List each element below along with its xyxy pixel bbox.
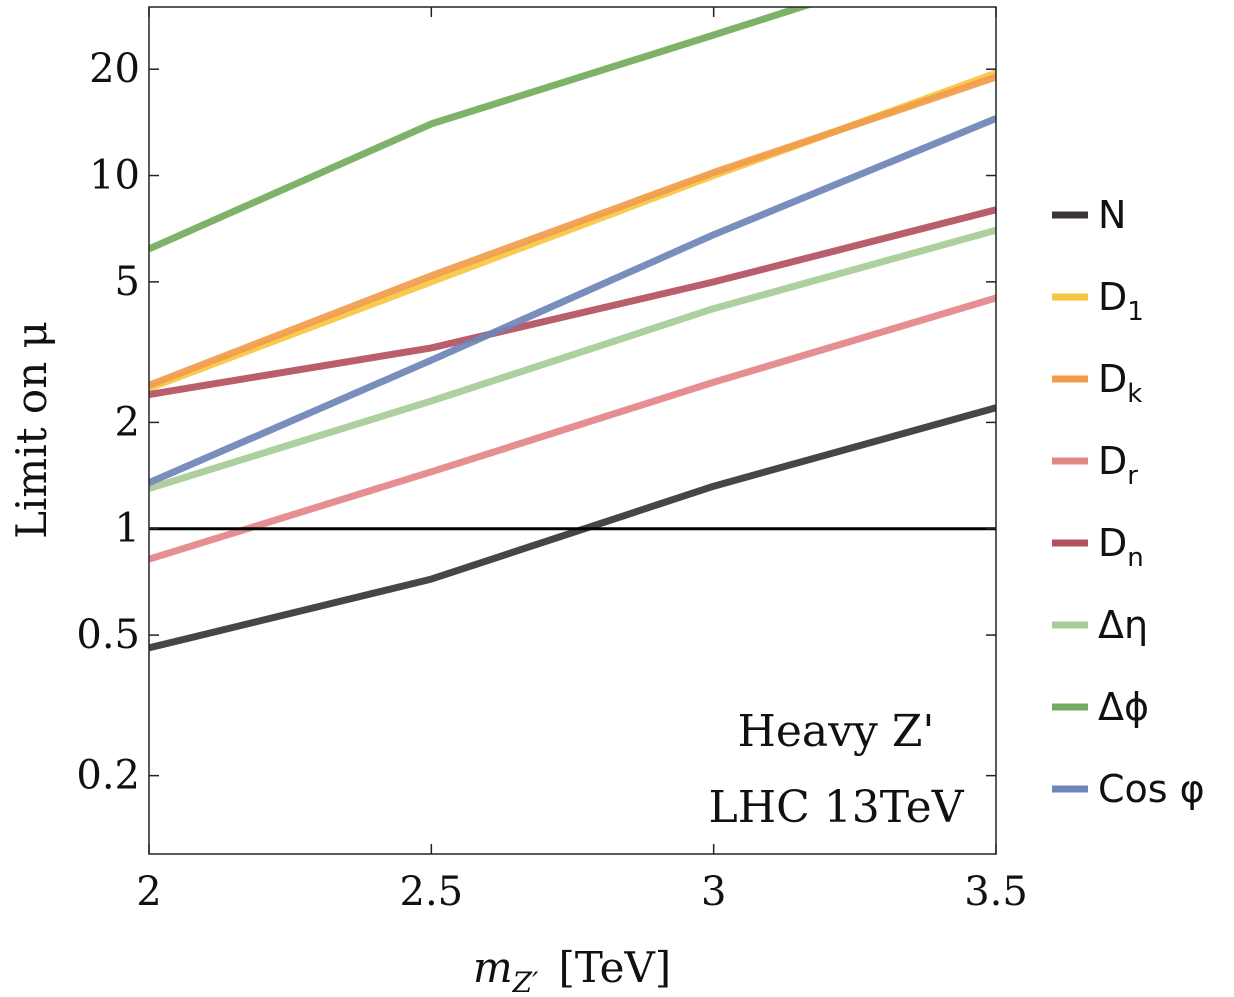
legend-label-0: N xyxy=(1098,193,1126,237)
y-tick-label: 10 xyxy=(89,153,140,199)
legend-label-4: Dn xyxy=(1098,521,1144,573)
x-tick-label: 2.5 xyxy=(400,869,464,915)
legend-label-main: D xyxy=(1098,275,1127,319)
legend-label-2: Dk xyxy=(1098,357,1142,409)
plot-frame xyxy=(148,6,997,855)
x-tick-label: 3.5 xyxy=(964,869,1028,915)
legend-label-main: Δϕ xyxy=(1098,685,1149,729)
legend-label-1: D1 xyxy=(1098,275,1144,327)
series-line-6 xyxy=(149,7,813,253)
legend-label-6: Δϕ xyxy=(1098,685,1149,729)
legend-label-main: D xyxy=(1098,521,1127,565)
legend-label-7: Cos φ xyxy=(1098,767,1205,811)
series-line-0 xyxy=(149,404,996,652)
legend-label-sub: r xyxy=(1127,461,1138,491)
x-tick-label: 3 xyxy=(701,869,726,915)
series-line-4 xyxy=(149,206,996,398)
y-tick-label: 0.5 xyxy=(76,612,140,658)
legend-label-main: N xyxy=(1098,193,1126,237)
legend-label-sub: n xyxy=(1127,543,1143,573)
x-axis-subscript: Z′ xyxy=(512,966,539,997)
y-axis-title: Limit on μ xyxy=(7,321,56,539)
y-tick-label: 1 xyxy=(115,506,140,552)
legend-label-main: Cos φ xyxy=(1098,767,1205,811)
y-tick-label: 0.2 xyxy=(76,753,140,799)
x-axis-var: m xyxy=(473,943,513,992)
x-axis-title: mZ′ [TeV] xyxy=(473,943,671,997)
series-line-5 xyxy=(149,226,996,492)
x-axis-unit: [TeV] xyxy=(558,943,671,992)
x-tick-label: 2 xyxy=(136,869,161,915)
annotation-line-2: LHC 13TeV xyxy=(709,782,965,833)
y-tick-label: 5 xyxy=(115,259,140,305)
legend-label-3: Dr xyxy=(1098,439,1138,491)
legend-label-main: Δη xyxy=(1098,603,1148,647)
legend-label-sub: k xyxy=(1127,379,1142,409)
series-line-7 xyxy=(149,115,996,486)
series-line-3 xyxy=(149,294,996,563)
annotation-line-1: Heavy Z' xyxy=(737,706,934,757)
legend-label-sub: 1 xyxy=(1127,297,1144,327)
y-tick-label: 2 xyxy=(115,399,140,445)
legend-label-main: D xyxy=(1098,357,1127,401)
legend-label-5: Δη xyxy=(1098,603,1148,647)
series-line-2 xyxy=(149,73,996,389)
legend-label-main: D xyxy=(1098,439,1127,483)
y-tick-label: 20 xyxy=(89,46,140,92)
